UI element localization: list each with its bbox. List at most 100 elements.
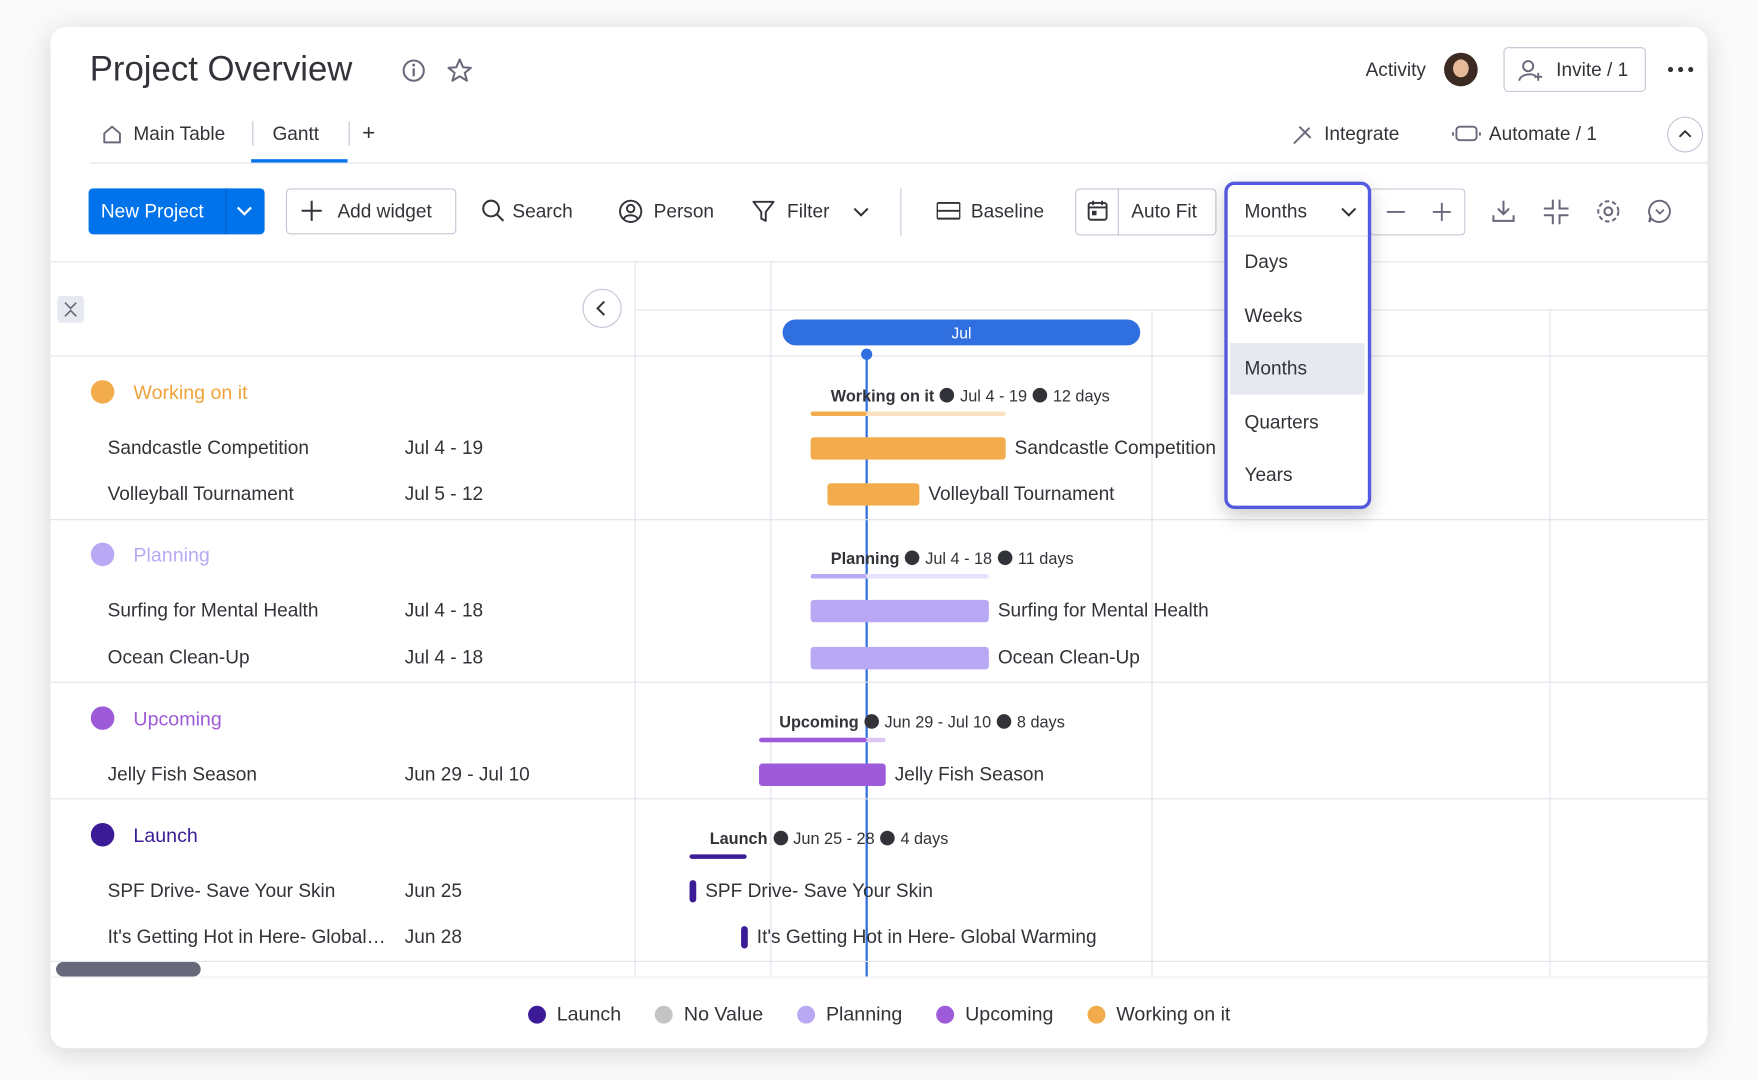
activity-label[interactable]: Activity — [1365, 59, 1426, 81]
legend: Launch No Value Planning Upcoming Working on… — [0, 1002, 1758, 1026]
chevron-icon[interactable] — [234, 203, 254, 219]
summary-dates: Jul 4 - 19 — [960, 387, 1028, 406]
tab-active[interactable]: Gantt — [272, 123, 320, 145]
legend-dot — [1087, 1005, 1106, 1024]
new-project-button[interactable] — [88, 188, 265, 235]
summary-track — [810, 574, 989, 579]
item-dates: Jun 25 — [404, 880, 462, 902]
board-title: Project Overview — [89, 49, 353, 89]
home-icon — [103, 125, 121, 144]
timeline-header-line — [634, 309, 1708, 311]
zoom-out[interactable] — [1385, 202, 1407, 222]
panel-divider — [634, 262, 636, 976]
summary-progress — [810, 411, 867, 416]
summary-dates: Jun 29 - Jul 10 — [884, 714, 992, 733]
item-name: Sandcastle Competition — [107, 437, 309, 459]
add-widget-label: Add widget — [337, 200, 432, 222]
settings-icon[interactable] — [1594, 197, 1622, 225]
feedback-icon[interactable] — [1646, 197, 1674, 225]
legend-entry: Launch — [527, 1002, 622, 1026]
add-widget-button[interactable] — [285, 188, 457, 235]
automate-label[interactable]: Automate / 1 — [1488, 123, 1597, 145]
search-label[interactable]: Search — [512, 200, 573, 222]
scrollbar[interactable] — [56, 961, 201, 977]
legend-entry: Planning — [796, 1002, 902, 1026]
item-name: Ocean Clean-Up — [107, 646, 250, 669]
gantt-bar — [689, 880, 697, 903]
zoom-chevron[interactable] — [1339, 204, 1359, 220]
separator-dot — [997, 550, 1013, 566]
filter-label[interactable]: Filter — [787, 200, 830, 222]
export-icon[interactable] — [1490, 197, 1517, 224]
integrate-icon — [1293, 126, 1312, 145]
zoom-option[interactable]: Days — [1244, 251, 1288, 273]
group-summary: Working on it Jul 4 - 19 12 days — [831, 387, 1110, 407]
item-dates: Jun 28 — [404, 926, 462, 948]
separator-dot — [880, 830, 895, 846]
auto-fit-button[interactable] — [1075, 188, 1217, 236]
gantt-bar-label: Volleyball Tournament — [928, 483, 1115, 505]
gantt-bar — [810, 437, 1006, 460]
invite-button[interactable] — [1503, 47, 1646, 92]
collapse-all[interactable] — [57, 295, 85, 323]
zoom-selected[interactable]: Months — [1244, 200, 1308, 222]
timeline-grid — [770, 262, 772, 976]
zoom-in[interactable] — [1431, 201, 1453, 223]
legend-label: Upcoming — [965, 1002, 1054, 1025]
row-divider — [50, 798, 1708, 800]
separator-dot — [996, 714, 1012, 729]
legend-label: Launch — [556, 1002, 622, 1025]
add-tab[interactable]: + — [362, 121, 376, 146]
group-dot — [90, 706, 115, 730]
fullscreen-icon[interactable] — [1542, 197, 1571, 226]
group-name: Working on it — [133, 381, 248, 404]
group-dot — [90, 380, 115, 404]
legend-entry: Working on it — [1087, 1002, 1230, 1026]
separator-dot — [864, 714, 879, 729]
invite-icon — [1518, 60, 1543, 82]
group-name: Planning — [133, 543, 210, 567]
separator-dot — [939, 387, 955, 403]
group-name: Upcoming — [133, 707, 222, 730]
baseline-label[interactable]: Baseline — [970, 200, 1045, 222]
button-split — [225, 188, 227, 235]
item-name: Volleyball Tournament — [107, 483, 294, 505]
row-divider — [50, 355, 1708, 357]
separator-dot — [773, 830, 788, 846]
month-bar — [782, 319, 1141, 346]
filter-icon — [752, 200, 775, 222]
separator-dot — [1032, 387, 1048, 403]
info-icon[interactable] — [400, 57, 427, 84]
collapse-header[interactable] — [1666, 115, 1704, 153]
tab[interactable]: Main Table — [133, 123, 226, 145]
zoom-option-selected[interactable]: Months — [1229, 343, 1365, 395]
tab-divider — [348, 121, 350, 146]
gantt-bar-label: Surfing for Mental Health — [997, 599, 1209, 622]
star-icon[interactable] — [445, 56, 474, 85]
summary-group: Working on it — [830, 387, 935, 406]
toolbar-divider — [50, 261, 1708, 263]
summary-progress — [810, 574, 867, 579]
zoom-option[interactable]: Weeks — [1244, 304, 1303, 327]
collapse-panel[interactable] — [582, 288, 622, 328]
avatar[interactable] — [1443, 52, 1479, 88]
gantt-bar-label: Sandcastle Competition — [1014, 437, 1216, 459]
person-label[interactable]: Person — [653, 200, 715, 222]
item-name: It's Getting Hot in Here- Global Warming — [107, 926, 391, 948]
timeline-grid — [1151, 310, 1153, 976]
gantt-bar-label: SPF Drive- Save Your Skin — [705, 880, 933, 902]
more-icon[interactable] — [1666, 63, 1695, 76]
group-name: Launch — [133, 824, 198, 847]
group-summary: Upcoming Jun 29 - Jul 10 8 days — [779, 713, 1065, 733]
gantt-bar — [810, 599, 989, 623]
filter-chevron[interactable] — [851, 204, 871, 220]
zoom-option[interactable]: Years — [1244, 464, 1293, 486]
integrate-label[interactable]: Integrate — [1324, 123, 1400, 145]
item-dates: Jul 4 - 18 — [404, 599, 484, 622]
zoom-option[interactable]: Quarters — [1244, 411, 1319, 433]
item-dates: Jul 4 - 19 — [404, 437, 484, 459]
legend-label: Working on it — [1116, 1002, 1231, 1025]
invite-label: Invite / 1 — [1556, 59, 1629, 81]
legend-divider — [50, 976, 1708, 978]
row-divider — [50, 519, 1708, 521]
